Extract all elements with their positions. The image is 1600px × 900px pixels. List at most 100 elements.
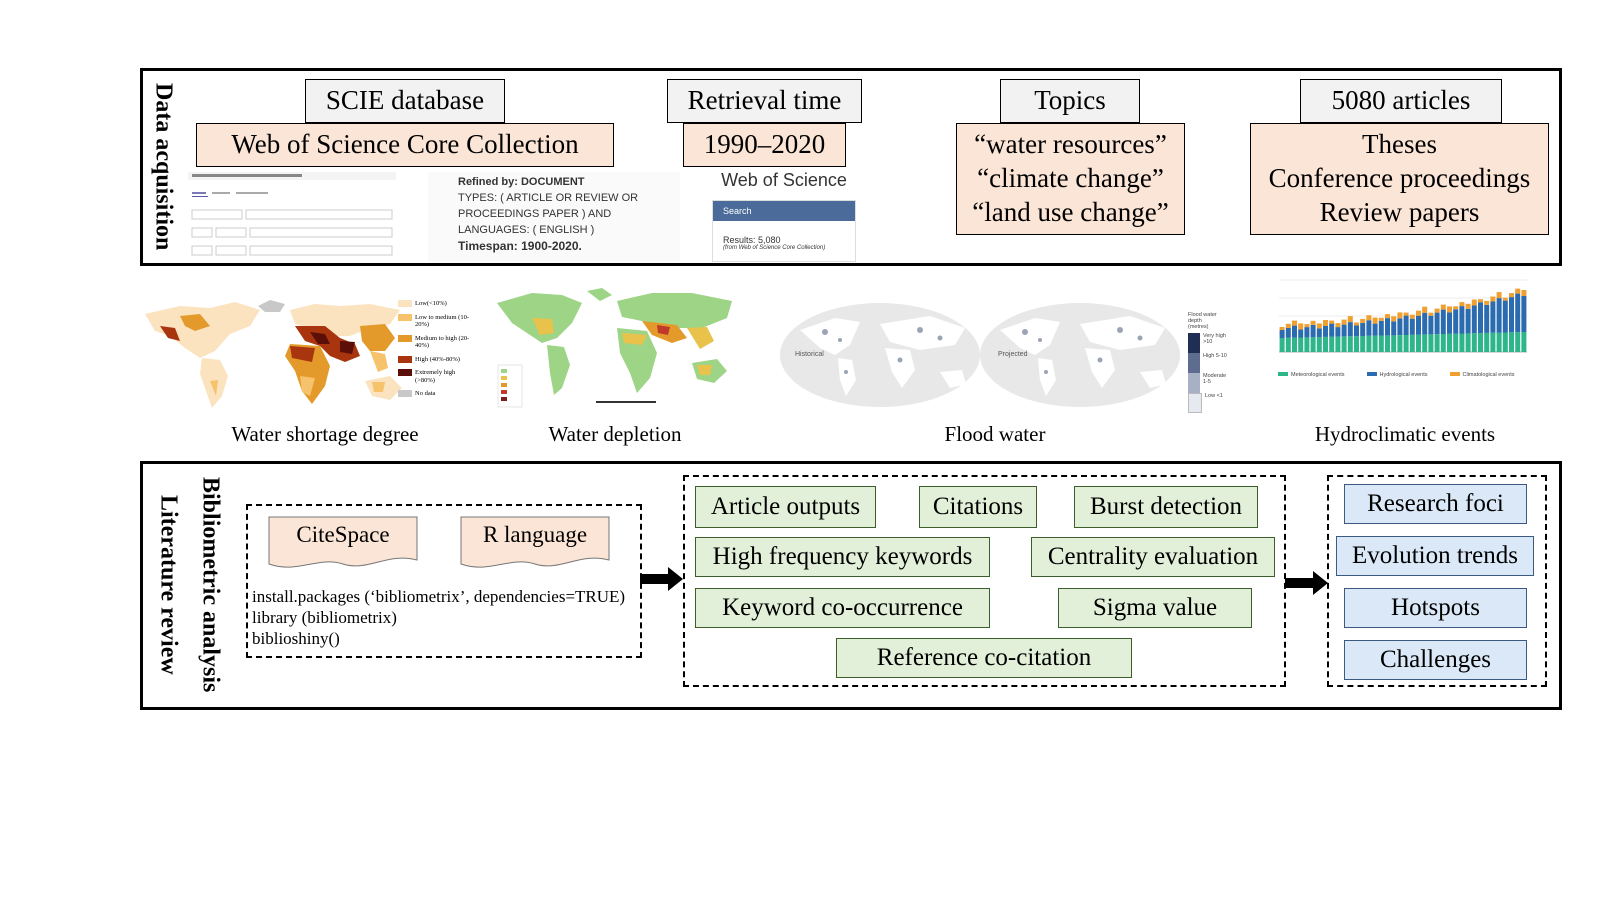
event-bar-segment <box>1372 335 1378 352</box>
event-bar-segment <box>1316 323 1322 329</box>
event-bar-segment <box>1347 316 1353 323</box>
legend-swatch <box>1188 373 1200 393</box>
event-bar-segment <box>1279 327 1285 330</box>
flood-legend: Flood water depth (metres) Very high >10… <box>1188 312 1240 413</box>
event-bar-segment <box>1515 293 1521 333</box>
retrieval-time-box: 1990–2020 <box>683 123 846 167</box>
event-bar-segment <box>1502 332 1508 352</box>
event-bar-segment <box>1515 288 1521 294</box>
event-bar-segment <box>1366 335 1372 352</box>
event-bar-segment <box>1347 322 1353 337</box>
flood-water-maps <box>780 300 1180 410</box>
refine-criteria-screenshot: Refined by: DOCUMENT TYPES: ( ARTICLE OR… <box>428 172 680 262</box>
event-bar-segment <box>1428 312 1434 316</box>
retrieval-time-header: Retrieval time <box>667 79 862 123</box>
legend-label: High 5-10 <box>1203 353 1227 359</box>
wos-results-screenshot: Search Results: 5,080 (from Web of Scien… <box>712 200 856 262</box>
flood-water-caption: Flood water <box>944 422 1046 446</box>
wos-search-form-screenshot <box>188 172 396 262</box>
event-bar-segment <box>1459 302 1465 307</box>
event-bar-segment <box>1490 332 1496 352</box>
event-bar-segment <box>1323 336 1328 352</box>
code-line: biblioshiny() <box>252 629 340 648</box>
event-bar-segment <box>1360 318 1366 323</box>
event-bar-segment <box>1440 309 1446 334</box>
legend-label: Meteorological events <box>1291 372 1345 378</box>
event-bar-segment <box>1335 336 1341 352</box>
event-bar-segment <box>1502 297 1508 301</box>
legend-swatch <box>398 300 412 307</box>
event-bar-segment <box>1292 320 1297 326</box>
legend-label: Extremely high (>80%) <box>415 369 456 384</box>
event-bar-segment <box>1447 333 1452 352</box>
document-type-item: Review papers <box>1319 196 1480 227</box>
event-bar-segment <box>1409 334 1415 352</box>
legend-swatch <box>398 355 412 363</box>
event-bar-segment <box>1478 302 1483 334</box>
event-bar-segment <box>1366 320 1372 336</box>
event-bar-segment <box>1416 334 1421 352</box>
event-bar-segment <box>1285 327 1291 338</box>
event-bar-segment <box>1478 299 1483 303</box>
event-bar-segment <box>1298 337 1304 352</box>
event-bar-segment <box>1329 320 1335 324</box>
search-bar: Search <box>713 201 855 221</box>
event-bar-segment <box>1416 315 1421 335</box>
wos-title: Web of Science <box>721 170 847 190</box>
legend-label: Hydrological events <box>1379 372 1428 378</box>
flood-legend-title: Flood water depth (metres) <box>1188 312 1217 330</box>
event-bar-segment <box>1521 296 1527 332</box>
event-bar-segment <box>1316 337 1322 352</box>
event-bar-segment <box>1403 334 1409 352</box>
water-depletion-map <box>492 283 754 413</box>
event-bar-segment <box>1372 317 1378 324</box>
research-foci-box: Research foci <box>1344 484 1527 524</box>
event-bar-segment <box>1422 334 1428 352</box>
event-bar-segment <box>1391 321 1397 336</box>
event-bar-segment <box>1310 324 1316 338</box>
legend-label: Low <1 <box>1205 393 1223 399</box>
legend-swatch <box>398 369 412 376</box>
event-bar-segment <box>1422 306 1428 313</box>
document-type-item: Conference proceedings <box>1268 163 1531 194</box>
event-bar-segment <box>1341 336 1347 352</box>
results-count: Results: 5,080 <box>723 235 781 245</box>
legend-swatch <box>398 334 412 342</box>
event-bar-segment <box>1298 323 1304 330</box>
topics-header: Topics <box>1000 79 1140 123</box>
results-source: (from Web of Science Core Collection) <box>723 245 826 251</box>
event-bar-segment <box>1304 337 1310 352</box>
citations-box: Citations <box>919 486 1037 528</box>
bibliometric-analysis-frame <box>140 461 1562 710</box>
refine-line: PROCEEDINGS PAPER ) AND <box>458 208 612 220</box>
event-bar-segment <box>1434 334 1440 352</box>
event-bar-segment <box>1391 316 1397 322</box>
legend-label: High (40%-80%) <box>415 355 460 363</box>
legend-label: Low to medium (10-20%) <box>415 313 469 329</box>
legend-swatch <box>1278 372 1288 376</box>
event-bar-segment <box>1428 315 1434 335</box>
flood-label-historical: Historical <box>795 351 824 358</box>
event-bar-segment <box>1279 330 1285 338</box>
event-bar-segment <box>1329 323 1335 337</box>
articles-count-header: 5080 articles <box>1300 79 1502 123</box>
event-bar-segment <box>1347 336 1353 352</box>
water-shortage-map <box>140 296 465 414</box>
event-bar-segment <box>1385 335 1390 352</box>
high-frequency-keywords-box: High frequency keywords <box>695 537 990 577</box>
event-bar-segment <box>1459 306 1465 334</box>
event-bar-segment <box>1378 317 1384 321</box>
event-bar-segment <box>1360 322 1366 336</box>
bibliometric-analysis-label: Bibliometric analysis <box>197 477 224 693</box>
event-bar-segment <box>1521 290 1527 296</box>
event-bar-segment <box>1403 312 1409 316</box>
event-bar-segment <box>1292 337 1297 352</box>
event-bar-segment <box>1496 298 1502 333</box>
event-bar-segment <box>1285 323 1291 328</box>
document-type-item: Theses <box>1362 129 1437 160</box>
legend-swatch <box>1188 333 1200 353</box>
legend-label: Moderate 1-5 <box>1203 373 1227 385</box>
event-bar-segment <box>1428 334 1434 352</box>
challenges-box: Challenges <box>1344 640 1527 680</box>
hydroclimatic-events-caption: Hydroclimatic events <box>1314 422 1496 446</box>
